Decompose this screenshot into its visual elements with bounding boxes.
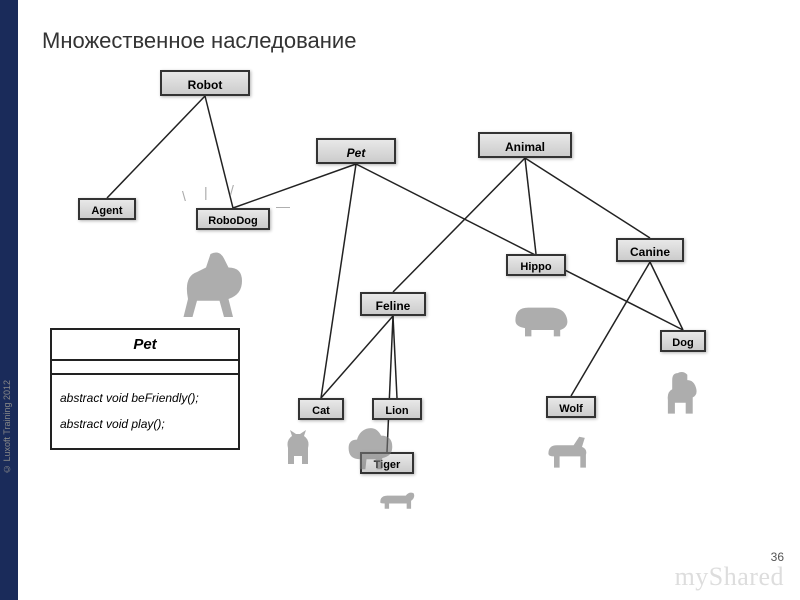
wolf-image [530, 420, 606, 476]
node-canine: Canine [616, 238, 684, 262]
watermark: myShared [675, 562, 784, 592]
node-lion: Lion [372, 398, 422, 420]
uml-class-pet: Pet abstract void beFriendly(); abstract… [50, 328, 240, 450]
node-wolf: Wolf [546, 396, 596, 418]
node-animal: Animal [478, 132, 572, 158]
spark-icon: / [230, 182, 234, 198]
node-cat: Cat [298, 398, 344, 420]
node-hippo: Hippo [506, 254, 566, 276]
tiger-image [354, 478, 440, 522]
uml-attributes-section [52, 361, 238, 375]
cat-image [278, 424, 318, 472]
hippo-image [496, 282, 586, 346]
uml-method: abstract void beFriendly(); [60, 385, 230, 411]
uml-methods-section: abstract void beFriendly(); abstract voi… [52, 375, 238, 448]
copyright-text: © Luxoft Training 2012 [2, 380, 12, 474]
uml-title: Pet [52, 330, 238, 361]
uml-method: abstract void play(); [60, 411, 230, 437]
left-accent-bar [0, 0, 18, 600]
robodog-image [170, 236, 260, 326]
node-robot: Robot [160, 70, 250, 96]
node-feline: Feline [360, 292, 426, 316]
spark-icon: \ [182, 188, 186, 204]
node-dog: Dog [660, 330, 706, 352]
node-pet: Pet [316, 138, 396, 164]
lion-image [332, 420, 410, 476]
node-robodog: RoboDog [196, 208, 270, 230]
page-title: Множественное наследование [42, 28, 356, 54]
spark-icon: — [276, 198, 290, 214]
node-agent: Agent [78, 198, 136, 220]
spark-icon: | [204, 184, 208, 200]
dog-image [656, 356, 710, 428]
inheritance-diagram: Pet abstract void beFriendly(); abstract… [20, 60, 790, 580]
